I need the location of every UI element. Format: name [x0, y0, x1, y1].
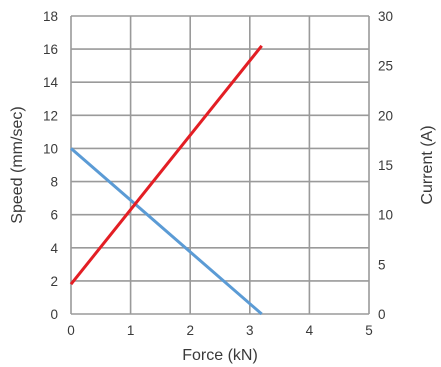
y-left-tick-label: 14 — [43, 75, 59, 90]
y-left-tick-label: 8 — [50, 175, 58, 190]
y-right-tick-label: 5 — [378, 257, 386, 272]
x-tick-label: 3 — [246, 323, 254, 338]
y-left-tick-labels: 0 2 4 6 8 10 12 14 16 18 — [43, 9, 59, 322]
y-left-tick-label: 6 — [50, 208, 58, 223]
y-left-tick-label: 10 — [43, 141, 58, 156]
y-right-tick-label: 25 — [378, 59, 393, 74]
y-right-axis-title: Current (A) — [419, 125, 436, 204]
series-group — [69, 44, 263, 316]
y-left-tick-label: 4 — [50, 241, 58, 256]
current-series-line — [69, 44, 263, 286]
x-tick-label: 4 — [306, 323, 314, 338]
x-tick-label: 2 — [186, 323, 194, 338]
y-right-tick-label: 20 — [378, 108, 393, 123]
x-tick-labels: 0 1 2 3 4 5 — [67, 323, 373, 338]
speed-series-line — [70, 147, 263, 316]
y-right-tick-label: 15 — [378, 158, 393, 173]
x-tick-label: 0 — [67, 323, 75, 338]
y-left-tick-label: 2 — [50, 274, 58, 289]
y-left-tick-label: 16 — [43, 42, 58, 57]
y-right-tick-label: 10 — [378, 208, 393, 223]
y-left-axis-title: Speed (mm/sec) — [9, 106, 26, 223]
x-tick-label: 5 — [365, 323, 373, 338]
x-axis-title: Force (kN) — [182, 347, 258, 364]
y-left-tick-label: 12 — [43, 108, 58, 123]
y-right-tick-label: 30 — [378, 9, 393, 24]
y-right-tick-label: 0 — [378, 307, 386, 322]
y-left-tick-label: 18 — [43, 9, 58, 24]
y-left-tick-label: 0 — [50, 307, 58, 322]
x-tick-label: 1 — [127, 323, 135, 338]
grid — [70, 15, 370, 315]
y-right-tick-labels: 0 5 10 15 20 25 30 — [378, 9, 393, 322]
